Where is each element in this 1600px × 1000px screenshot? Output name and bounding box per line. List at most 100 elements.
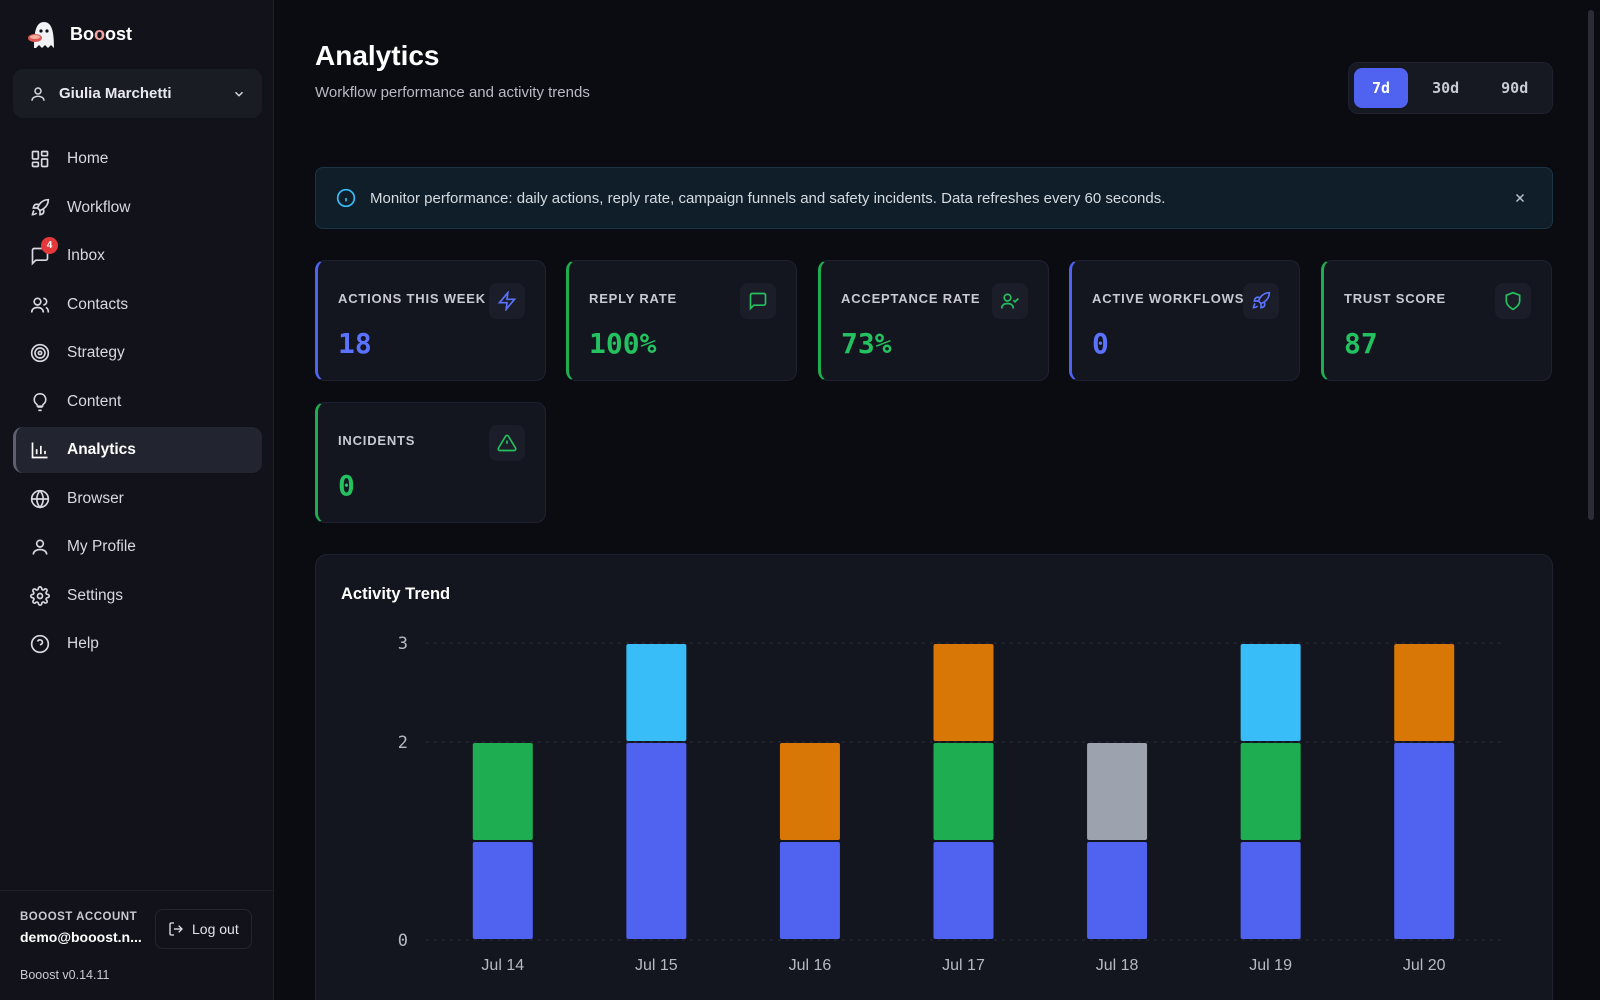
bar-segment[interactable] [1240,743,1301,840]
y-tick-label: 0 [398,931,408,951]
shield-icon [1495,283,1531,319]
stat-card-reply-rate: REPLY RATE 100% [566,260,797,381]
bar-segment[interactable] [933,743,994,840]
stat-card-acceptance-rate: ACCEPTANCE RATE 73% [818,260,1049,381]
sidebar-item-settings[interactable]: Settings [13,573,262,619]
stat-label: ACTIONS THIS WEEK [338,291,486,306]
sidebar-item-my-profile[interactable]: My Profile [13,524,262,570]
sidebar-item-inbox[interactable]: 4 Inbox [13,233,262,279]
info-icon [336,188,356,208]
sidebar-item-label: Strategy [67,344,125,361]
stat-label: TRUST SCORE [1344,291,1446,306]
bar-segment[interactable] [1394,644,1455,741]
stat-card-actions-this-week: ACTIONS THIS WEEK 18 [315,260,546,381]
account-label: BOOOST ACCOUNT [20,911,138,923]
x-tick-label: Jul 18 [1096,957,1139,974]
help-circle-icon [29,633,51,655]
user-icon [29,536,51,558]
stat-label: INCIDENTS [338,433,416,448]
stat-label: ACCEPTANCE RATE [841,291,981,306]
stat-label: ACTIVE WORKFLOWS [1092,291,1245,306]
sidebar-item-browser[interactable]: Browser [13,476,262,522]
bar-chart-icon [29,439,51,461]
x-tick-label: Jul 19 [1249,957,1292,974]
user-switcher[interactable]: Giulia Marchetti [13,69,262,118]
sidebar-item-label: Analytics [67,441,136,458]
bar-segment[interactable] [626,743,687,939]
bar-segment[interactable] [1087,743,1148,840]
user-icon [31,86,45,101]
page-scrollbar[interactable] [1588,10,1594,520]
bar-segment[interactable] [1394,743,1455,939]
bar-segment[interactable] [1240,842,1301,939]
x-tick-label: Jul 20 [1403,957,1446,974]
sidebar-item-analytics[interactable]: Analytics [13,427,262,473]
sidebar-footer: BOOOST ACCOUNT demo@booost.n... Log out … [0,890,274,1000]
sidebar-item-strategy[interactable]: Strategy [13,330,262,376]
range-90d-button[interactable]: 90d [1501,79,1529,97]
sidebar-item-workflow[interactable]: Workflow [13,185,262,231]
message-icon [740,283,776,319]
sidebar-item-label: Content [67,392,122,410]
main-content: Analytics Workflow performance and activ… [274,0,1600,1000]
range-7d-button[interactable]: 7d [1354,68,1409,108]
stat-value: 100% [589,327,657,360]
stat-card-trust-score: TRUST SCORE 87 [1321,260,1552,381]
x-tick-label: Jul 17 [942,957,985,974]
page-title: Analytics [315,40,440,71]
x-tick-label: Jul 16 [789,957,832,974]
account-email: demo@booost.n... [20,929,142,945]
bar-segment[interactable] [779,743,840,840]
info-alert: Monitor performance: daily actions, repl… [315,167,1553,229]
x-tick-label: Jul 15 [635,957,678,974]
sidebar: Booost Giulia Marchetti Home Workflow 4 … [0,0,274,1000]
time-range-selector: 7d 30d 90d [1348,62,1553,114]
sidebar-item-label: Help [67,635,99,652]
brand[interactable]: Booost [24,16,132,52]
stat-value: 73% [841,327,892,360]
sidebar-item-label: Settings [67,586,124,604]
sidebar-nav: Home Workflow 4 Inbox Contacts Strategy … [13,136,262,670]
alert-text: Monitor performance: daily actions, repl… [370,189,1166,207]
bar-segment[interactable] [472,842,533,939]
rocket-icon [1243,283,1279,319]
bar-segment[interactable] [1240,644,1301,741]
app-version: Booost v0.14.11 [20,968,110,982]
logout-button[interactable]: Log out [155,909,252,949]
y-tick-label: 3 [398,634,408,654]
brand-name: Booost [70,23,132,44]
stat-value: 87 [1344,327,1378,360]
bar-segment[interactable] [626,644,687,741]
chevron-down-icon [234,91,244,97]
grid-icon [29,148,51,170]
sidebar-item-contacts[interactable]: Contacts [13,282,262,328]
user-name: Giulia Marchetti [59,85,172,102]
bar-segment[interactable] [472,743,533,840]
y-tick-label: 2 [398,733,408,753]
bar-segment[interactable] [1087,842,1148,939]
sidebar-item-home[interactable]: Home [13,136,262,182]
sidebar-item-label: Browser [67,489,124,507]
activity-trend-chart: 0 2 3 Jul 14 Jul 15 Jul 16 Jul 17 Jul 18 Jul 19 J… [398,634,1501,974]
rocket-icon [29,197,51,219]
range-30d-button[interactable]: 30d [1432,79,1460,97]
bar-segment[interactable] [933,842,994,939]
lightbulb-icon [29,391,51,413]
stat-value: 0 [338,469,355,502]
bar-segment[interactable] [933,644,994,741]
stat-value: 0 [1092,327,1109,360]
globe-icon [29,488,51,510]
warning-triangle-icon [489,425,525,461]
sidebar-item-label: Contacts [67,295,129,313]
bar-segment[interactable] [779,842,840,939]
sidebar-item-content[interactable]: Content [13,379,262,425]
sidebar-item-label: My Profile [67,538,136,555]
logout-label: Log out [192,921,239,937]
inbox-badge: 4 [41,237,58,254]
target-icon [29,342,51,364]
sidebar-item-label: Workflow [67,198,131,216]
sidebar-item-help[interactable]: Help [13,621,262,667]
ghost-logo-icon [28,22,54,48]
close-alert-button[interactable] [1508,186,1532,210]
logout-icon [169,922,183,936]
